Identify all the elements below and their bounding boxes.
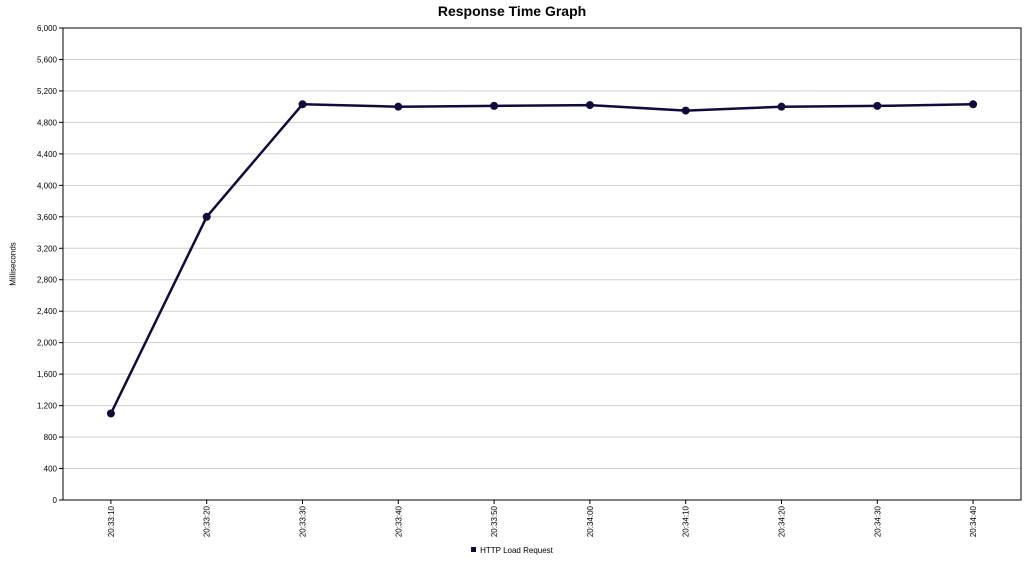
y-tick-label: 800 — [44, 433, 58, 442]
plot-border — [62, 27, 1022, 501]
legend: HTTP Load Request — [0, 546, 1024, 555]
x-tick-label: 20:34:20 — [778, 505, 787, 537]
data-point — [202, 212, 211, 221]
y-tick-label: 2,400 — [37, 307, 58, 316]
series-line — [109, 103, 974, 415]
y-tick-label: 2,000 — [37, 339, 58, 348]
legend-label: HTTP Load Request — [480, 546, 553, 555]
chart-title: Response Time Graph — [437, 3, 587, 19]
x-tick-label: 20:34:00 — [586, 505, 595, 537]
y-tick-label: 4,000 — [37, 181, 58, 190]
y-tick-label: 6,000 — [37, 24, 58, 33]
data-point — [394, 102, 403, 111]
data-point — [777, 102, 786, 111]
data-point — [106, 409, 115, 418]
y-tick-label: 4,800 — [37, 118, 58, 127]
y-tick-label: 0 — [53, 496, 58, 505]
x-tick-label: 20:33:20 — [203, 505, 212, 537]
data-point — [585, 101, 594, 110]
x-tick-label: 20:33:10 — [107, 505, 116, 537]
x-tick-label: 20:34:40 — [969, 505, 978, 537]
data-point — [681, 106, 690, 115]
x-tick-label: 20:33:50 — [490, 505, 499, 537]
x-tick-label: 20:34:30 — [873, 505, 882, 537]
legend-swatch — [471, 547, 477, 553]
y-tick-label: 5,200 — [37, 87, 58, 96]
data-point — [873, 101, 882, 110]
data-point — [969, 100, 978, 109]
x-tick-label: 20:34:10 — [682, 505, 691, 537]
y-tick-label: 1,600 — [37, 370, 58, 379]
data-point — [298, 100, 307, 109]
y-tick-label: 2,800 — [37, 276, 58, 285]
y-tick-label: 400 — [44, 465, 58, 474]
x-tick-label: 20:33:40 — [394, 505, 403, 537]
data-point — [490, 101, 499, 110]
y-tick-label: 3,600 — [37, 213, 58, 222]
y-tick-label: 4,400 — [37, 150, 58, 159]
y-tick-label: 3,200 — [37, 244, 58, 253]
y-tick-label: 5,600 — [37, 55, 58, 64]
x-tick-label: 20:33:30 — [299, 505, 308, 537]
y-tick-label: 1,200 — [37, 402, 58, 411]
